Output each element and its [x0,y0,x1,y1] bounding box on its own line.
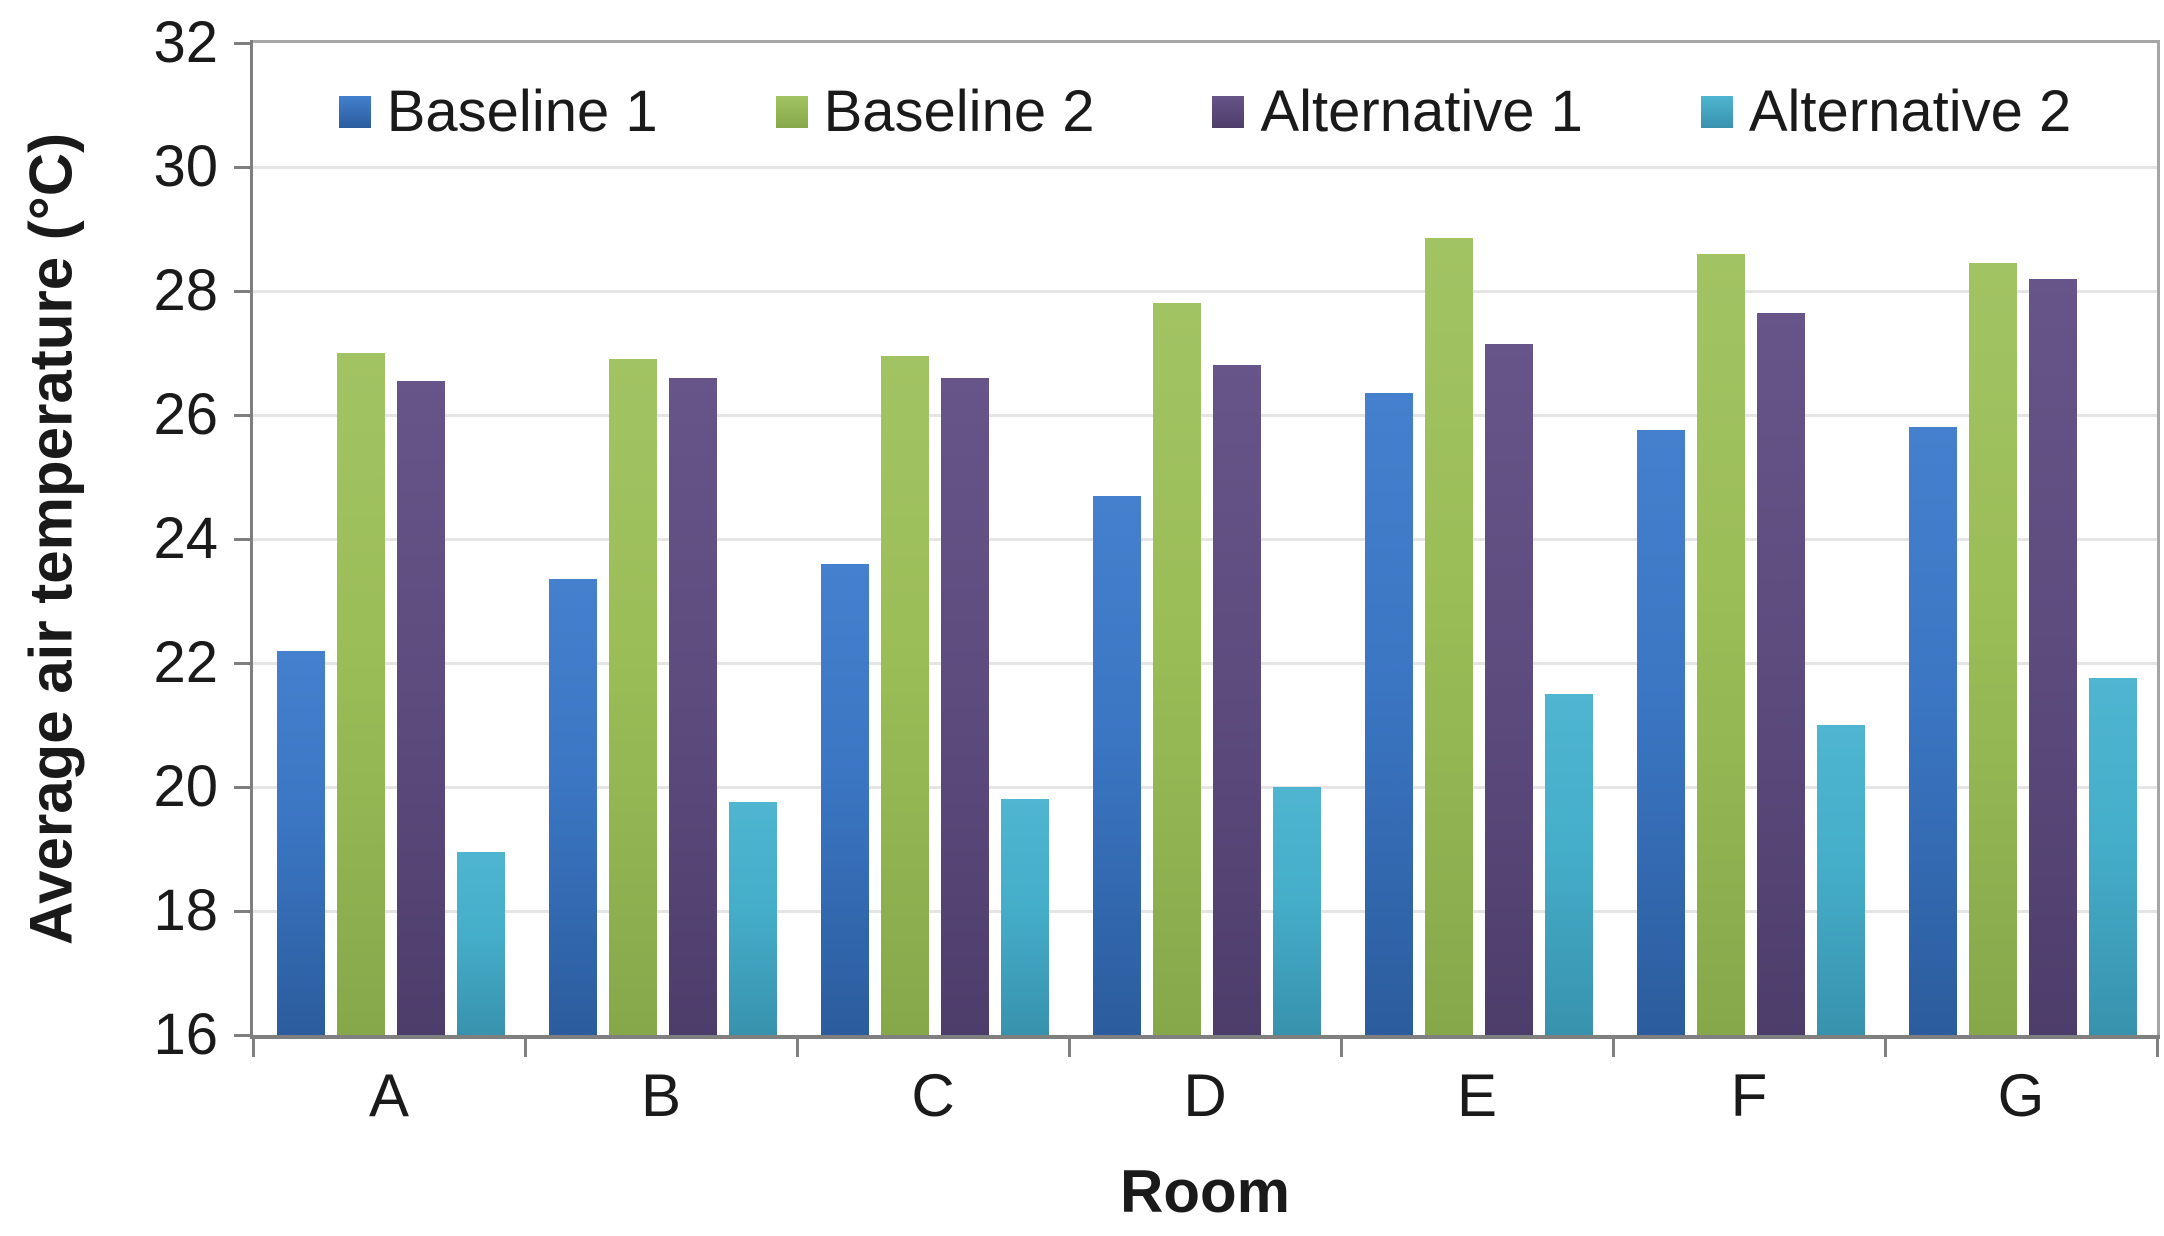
x-category-label-f: F [1730,1062,1768,1129]
gridline-18 [253,910,2157,913]
legend-item-baseline-2: Baseline 2 [775,79,1095,144]
gridline-22 [253,662,2157,665]
y-axis-tick-28 [234,290,250,293]
bar-baseline-1-b [549,579,597,1035]
bar-alternative-2-d [1273,787,1321,1035]
gridline-26 [253,414,2157,417]
bar-alternative-2-b [729,802,777,1035]
x-axis-tick-3 [1068,1039,1071,1057]
x-category-label-a: A [368,1062,410,1129]
x-axis-tick-0 [252,1039,255,1057]
legend-label-alternative-1: Alternative 1 [1260,79,1583,144]
plot-area: Baseline 1 Baseline 2 Alternative 1 Alterna… [153,13,2160,1127]
y-axis-tick-18 [234,910,250,913]
x-category-label-d: D [1183,1062,1227,1129]
x-axis-tick-6 [1884,1039,1887,1057]
legend-item-alternative-2: Alternative 2 [1700,79,2072,144]
legend-swatch-alternative-1 [1212,96,1245,128]
y-axis-tick-20 [234,786,250,789]
y-axis-tick-26 [234,414,250,417]
legend-swatch-baseline-1 [338,96,371,128]
plot-border-bottom [250,1035,2160,1039]
bar-alternative-1-b [669,378,717,1035]
x-axis-tick-1 [524,1039,527,1057]
x-category-label-g: G [1997,1062,2045,1129]
legend-swatch-alternative-2 [1700,96,1733,128]
y-axis-tick-32 [234,42,250,45]
bar-alternative-1-a [397,381,445,1035]
gridline-20 [253,786,2157,789]
plot-border-right [2157,40,2160,1039]
x-axis-tick-2 [796,1039,799,1057]
bar-baseline-2-b [609,359,657,1035]
y-axis-label-26: 26 [153,382,218,447]
bar-alternative-1-c [941,378,989,1035]
y-axis-label-32: 32 [153,10,218,75]
y-axis-tick-22 [234,662,250,665]
bar-baseline-1-f [1637,430,1685,1035]
gridline-24 [253,538,2157,541]
bar-alternative-1-g [2029,279,2077,1035]
bar-baseline-2-g [1969,263,2017,1035]
bar-baseline-1-a [277,651,325,1035]
gridline-28 [253,290,2157,293]
bar-alternative-2-f [1817,725,1865,1035]
bar-alternative-2-c [1001,799,1049,1035]
bar-alternative-1-e [1485,344,1533,1035]
legend-item-baseline-1: Baseline 1 [338,79,658,144]
legend-item-alternative-1: Alternative 1 [1212,79,1583,144]
y-axis-tick-16 [234,1034,250,1037]
x-axis-tick-5 [1612,1039,1615,1057]
bar-alternative-2-a [457,852,505,1035]
bar-alternative-2-g [2089,678,2137,1035]
y-axis-label-18: 18 [153,878,218,943]
bar-baseline-2-a [337,353,385,1035]
x-axis-tick-7 [2156,1039,2159,1057]
bar-baseline-1-c [821,564,869,1035]
bar-baseline-1-e [1365,393,1413,1035]
y-axis-label-20: 20 [153,754,218,819]
bar-baseline-2-e [1425,238,1473,1035]
bar-alternative-1-f [1757,313,1805,1035]
legend-label-baseline-1: Baseline 1 [386,79,658,144]
plot-border-left [250,40,253,1039]
x-axis-title: Room [1120,1158,1290,1225]
legend-label-baseline-2: Baseline 2 [823,79,1095,144]
bar-baseline-1-d [1093,496,1141,1035]
y-axis-tick-24 [234,538,250,541]
y-axis-tick-30 [234,166,250,169]
bar-baseline-1-g [1909,427,1957,1035]
y-axis-label-16: 16 [153,1002,218,1067]
y-axis-label-28: 28 [153,258,218,323]
bar-baseline-2-c [881,356,929,1035]
y-axis-label-24: 24 [153,506,218,571]
legend-label-alternative-2: Alternative 2 [1748,79,2072,144]
x-category-label-c: C [911,1062,955,1129]
legend-swatch-baseline-2 [775,96,808,128]
legend: Baseline 1 Baseline 2 Alternative 1 Alterna… [253,81,2157,143]
x-axis-tick-4 [1340,1039,1343,1057]
bar-baseline-2-f [1697,254,1745,1035]
y-axis-label-22: 22 [153,630,218,695]
gridline-30 [253,166,2157,169]
bar-alternative-2-e [1545,694,1593,1035]
bar-baseline-2-d [1153,303,1201,1035]
x-category-label-e: E [1456,1062,1498,1129]
bar-alternative-1-d [1213,365,1261,1035]
y-axis-label-30: 30 [153,134,218,199]
x-category-label-b: B [640,1062,682,1129]
plot-border-top [250,40,2160,43]
